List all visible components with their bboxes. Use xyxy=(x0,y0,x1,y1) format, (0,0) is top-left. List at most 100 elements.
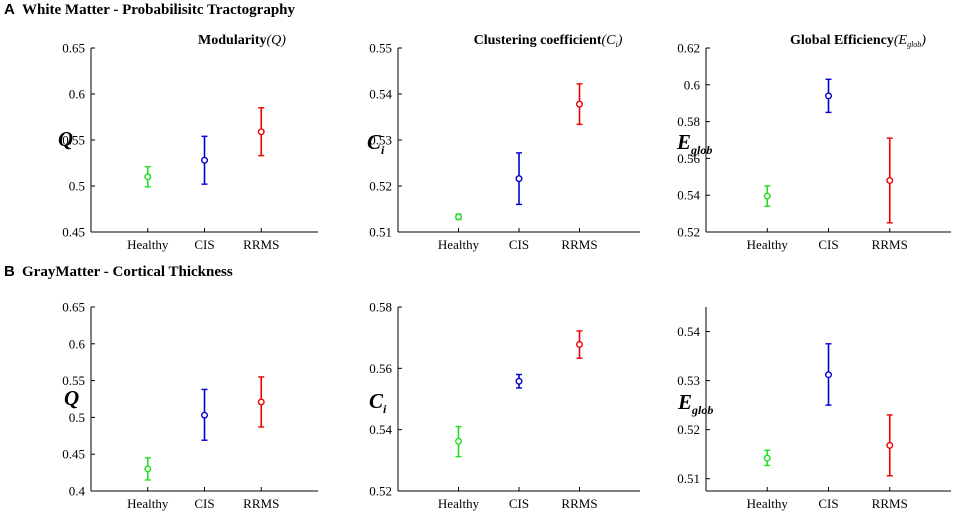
y-tick-label: 0.6 xyxy=(684,77,701,92)
y-axis-label-subscript: i xyxy=(381,143,385,157)
y-tick-label: 0.55 xyxy=(62,133,85,148)
data-point-cis xyxy=(515,377,523,385)
y-tick-label: 0.6 xyxy=(69,87,86,102)
y-tick-label: 0.52 xyxy=(677,422,700,437)
data-point-rrms xyxy=(576,340,584,348)
data-point-cis xyxy=(515,175,523,183)
category-label-cis: CIS xyxy=(818,237,838,252)
category-label-cis: CIS xyxy=(509,237,529,252)
y-tick-label: 0.62 xyxy=(677,41,700,56)
panel-title: Global Efficiency(Eglob) xyxy=(790,33,926,49)
section-a-letter: A xyxy=(4,1,15,18)
panel-title-close: ) xyxy=(617,33,623,48)
y-tick-label: 0.65 xyxy=(62,41,85,56)
y-tick-label: 0.58 xyxy=(677,114,700,129)
category-label-rrms: RRMS xyxy=(561,496,597,511)
category-label-healthy: Healthy xyxy=(438,237,480,252)
y-tick-label: 0.56 xyxy=(677,151,700,166)
y-axis-label: Ci xyxy=(369,389,387,416)
data-point-cis xyxy=(825,92,833,100)
panel-3: 0.52 0.54 0.56 0.58 0.6 0.62 Healthy CIS RRMS Egl… xyxy=(676,33,951,252)
data-point-healthy xyxy=(144,173,152,181)
category-label-cis: CIS xyxy=(194,496,214,511)
y-axis-label-symbol: C xyxy=(369,389,384,413)
section-b-letter: B xyxy=(4,263,15,280)
y-tick-label: 0.53 xyxy=(677,373,700,388)
y-tick-label: 0.52 xyxy=(369,179,392,194)
data-point-rrms xyxy=(886,176,894,184)
section-b-title: GrayMatter - Cortical Thickness xyxy=(22,264,233,280)
panel-title-subscript: i xyxy=(616,40,618,49)
panel-title-subscript: glob xyxy=(907,40,921,49)
y-axis-label-symbol: E xyxy=(677,390,692,414)
panel-1: 0.45 0.5 0.55 0.6 0.65 Healthy CIS RRMS Q Modular… xyxy=(58,33,318,252)
y-tick-label: 0.5 xyxy=(69,410,85,425)
panels: 0.45 0.5 0.55 0.6 0.65 Healthy CIS RRMS Q Modular… xyxy=(58,33,951,511)
panel-title: Clustering coefficient(Ci) xyxy=(474,33,623,49)
category-label-rrms: RRMS xyxy=(561,237,597,252)
panel-title-text: Modularity xyxy=(198,33,266,48)
panel-title-symbol: (C xyxy=(602,33,617,48)
y-axis-label: Q xyxy=(58,127,73,151)
data-point-healthy xyxy=(763,192,771,200)
category-label-cis: CIS xyxy=(818,496,838,511)
y-tick-label: 0.54 xyxy=(369,422,392,437)
y-tick-label: 0.5 xyxy=(69,179,85,194)
category-label-healthy: Healthy xyxy=(438,496,480,511)
y-tick-label: 0.45 xyxy=(62,225,85,240)
panel-title: Modularity(Q) xyxy=(198,33,286,48)
data-point-cis xyxy=(200,156,208,164)
y-axis-label: Eglob xyxy=(677,390,713,417)
panel-title-symbol: (Q) xyxy=(267,33,287,48)
data-point-rrms xyxy=(257,398,265,406)
data-point-rrms xyxy=(886,441,894,449)
data-point-healthy xyxy=(455,437,463,445)
panel-title-symbol: (E xyxy=(894,33,908,48)
y-tick-label: 0.54 xyxy=(369,87,392,102)
section-a-title: White Matter - Probabilisitc Tractograph… xyxy=(22,2,296,18)
y-axis-label: Eglob xyxy=(676,130,712,157)
y-tick-label: 0.65 xyxy=(62,300,85,315)
y-axis-label: Q xyxy=(64,386,79,410)
y-tick-label: 0.55 xyxy=(62,373,85,388)
y-tick-label: 0.51 xyxy=(369,225,392,240)
data-point-cis xyxy=(200,411,208,419)
category-label-rrms: RRMS xyxy=(872,496,908,511)
data-point-healthy xyxy=(455,213,463,221)
y-tick-label: 0.58 xyxy=(369,300,392,315)
category-label-rrms: RRMS xyxy=(243,496,279,511)
y-axis-label-symbol: E xyxy=(676,130,691,154)
category-label-rrms: RRMS xyxy=(872,237,908,252)
y-tick-label: 0.4 xyxy=(69,484,86,499)
data-point-rrms xyxy=(576,100,584,108)
y-tick-label: 0.54 xyxy=(677,324,700,339)
y-axis-label-subscript: glob xyxy=(690,143,712,157)
category-label-rrms: RRMS xyxy=(243,237,279,252)
category-label-healthy: Healthy xyxy=(747,237,789,252)
data-point-rrms xyxy=(257,128,265,136)
y-tick-label: 0.56 xyxy=(369,361,392,376)
category-label-healthy: Healthy xyxy=(747,496,789,511)
y-tick-label: 0.52 xyxy=(677,225,700,240)
y-tick-label: 0.54 xyxy=(677,188,700,203)
panel-title-text: Clustering coefficient xyxy=(474,33,602,48)
y-tick-label: 0.51 xyxy=(677,471,700,486)
category-label-healthy: Healthy xyxy=(127,237,169,252)
y-axis-label: Ci xyxy=(367,130,385,157)
panel-4: 0.4 0.45 0.5 0.55 0.6 0.65 Healthy CIS RRMS Q xyxy=(62,300,318,511)
y-axis-label-subscript: i xyxy=(383,402,387,416)
panel-title-text: Global Efficiency xyxy=(790,33,894,48)
category-label-cis: CIS xyxy=(509,496,529,511)
data-point-healthy xyxy=(763,454,771,462)
y-axis-label-subscript: glob xyxy=(691,403,713,417)
y-axis-label-symbol: Q xyxy=(64,386,79,410)
y-tick-label: 0.45 xyxy=(62,447,85,462)
y-tick-label: 0.52 xyxy=(369,484,392,499)
data-point-cis xyxy=(825,371,833,379)
y-axis-label-symbol: C xyxy=(367,130,382,154)
data-point-healthy xyxy=(144,465,152,473)
panel-title-close: ) xyxy=(920,33,926,48)
y-tick-label: 0.6 xyxy=(69,336,86,351)
